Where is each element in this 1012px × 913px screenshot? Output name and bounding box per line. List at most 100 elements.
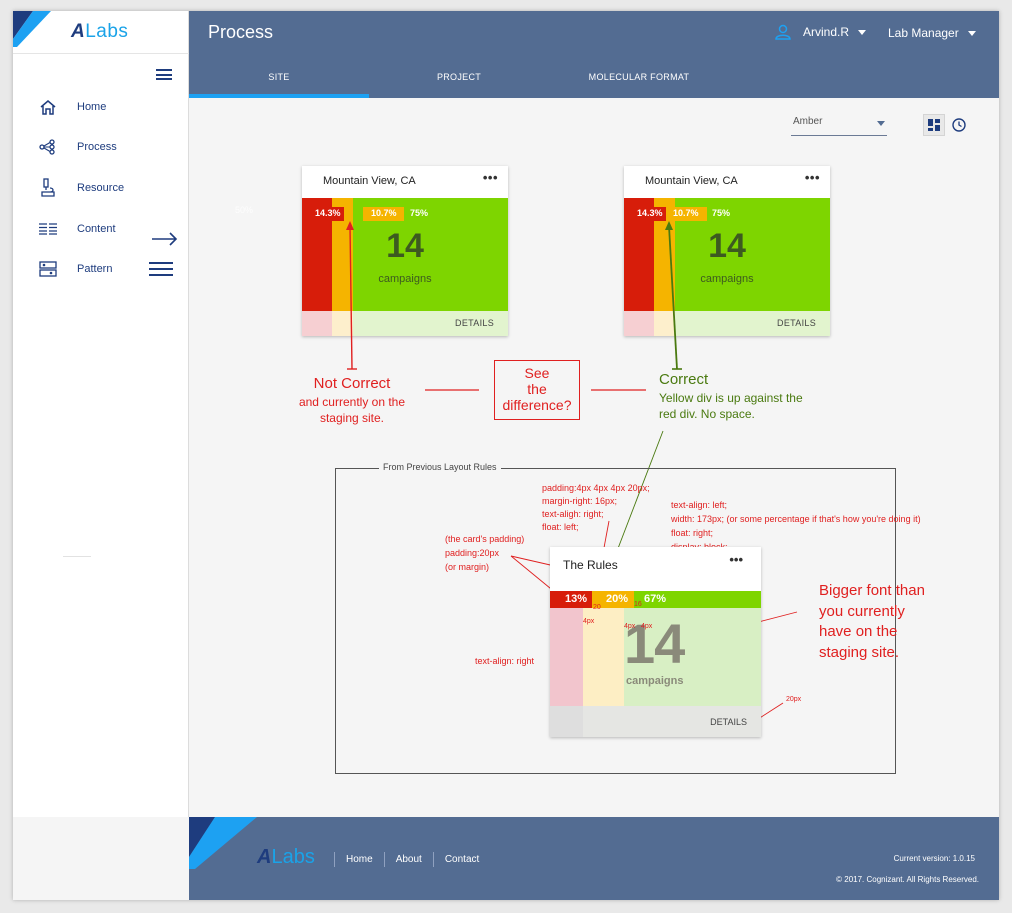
version-text: Current version: 1.0.15 bbox=[893, 854, 975, 863]
campaign-count: 14 bbox=[386, 227, 424, 265]
status-filter-select[interactable]: Amber bbox=[791, 116, 887, 136]
divider bbox=[63, 556, 91, 557]
card-title: Mountain View, CA bbox=[645, 175, 738, 187]
yellow-pct: 10.7% bbox=[673, 208, 699, 218]
not-correct-title: Not Correct bbox=[313, 375, 391, 392]
grid-icon bbox=[928, 119, 940, 131]
role-menu[interactable]: Lab Manager bbox=[888, 26, 976, 40]
bigger-font-note: Bigger font than you currently have on t… bbox=[819, 582, 925, 661]
footer-link-about[interactable]: About bbox=[383, 852, 433, 867]
chevron-down-icon bbox=[858, 29, 867, 35]
green-pct: 67% bbox=[644, 593, 667, 605]
arrow-right-icon[interactable] bbox=[151, 229, 179, 249]
yellow-pct-bg bbox=[666, 207, 707, 221]
dim-label-16: 16 bbox=[634, 601, 642, 608]
card-title: The Rules bbox=[563, 558, 618, 572]
padding-rules-note: (the card's padding) padding:20px (or ma… bbox=[445, 534, 525, 572]
campaign-count: 14 bbox=[708, 227, 746, 265]
more-options-icon[interactable]: ••• bbox=[482, 170, 498, 185]
sidebar-item-resource[interactable]: Resource bbox=[13, 173, 189, 203]
sidebar-logo[interactable]: ALabs bbox=[13, 11, 189, 54]
sidebar-item-pattern[interactable]: Pattern bbox=[13, 254, 189, 284]
menu-lines-icon[interactable] bbox=[149, 262, 173, 276]
card-footer bbox=[302, 311, 508, 336]
chevron-down-icon bbox=[967, 30, 976, 36]
dim-label-4px-c: 4px bbox=[641, 623, 653, 630]
campaign-count: 14 bbox=[624, 612, 685, 675]
layout-rules-label: From Previous Layout Rules bbox=[379, 462, 501, 472]
logo-a: A bbox=[71, 21, 86, 42]
process-icon bbox=[38, 137, 58, 157]
tab-molecular-format[interactable]: MOLECULAR FORMAT bbox=[588, 72, 690, 82]
details-link[interactable]: DETAILS bbox=[710, 717, 747, 727]
red-pct-bg bbox=[312, 207, 344, 221]
user-icon bbox=[775, 24, 791, 40]
sidebar-item-label: Resource bbox=[77, 182, 125, 194]
tab-site[interactable]: SITE bbox=[189, 63, 369, 98]
sidebar-item-label: Process bbox=[77, 141, 117, 153]
footer-logo: ALabs bbox=[257, 846, 315, 868]
user-name: Arvind.R bbox=[803, 25, 850, 39]
details-link[interactable]: DETAILS bbox=[455, 318, 494, 328]
role-name: Lab Manager bbox=[888, 26, 959, 40]
site-card-incorrect: Mountain View, CA ••• 14.3% 10.7% 75% 14… bbox=[302, 166, 508, 336]
card-footer bbox=[624, 311, 830, 336]
green-pct: 75% bbox=[410, 208, 429, 218]
red-column bbox=[550, 591, 583, 706]
history-view-button[interactable] bbox=[949, 115, 969, 135]
user-menu[interactable]: Arvind.R bbox=[775, 24, 867, 40]
yellow-column bbox=[583, 591, 624, 706]
yellow-pct: 10.7% bbox=[371, 208, 397, 218]
yellow-rules-note: padding:4px 4px 4px 20px; margin-right: … bbox=[542, 483, 650, 532]
card-body bbox=[302, 198, 508, 311]
footer-link-contact[interactable]: Contact bbox=[432, 852, 490, 867]
red-bar bbox=[550, 591, 592, 608]
logo-labs: Labs bbox=[85, 21, 129, 42]
card-body bbox=[624, 198, 830, 311]
footer-links: Home About Contact bbox=[334, 852, 490, 867]
copyright-text: © 2017. Cognizant. All Rights Reserved. bbox=[836, 875, 979, 884]
see-line-2: the bbox=[527, 381, 547, 397]
menu-toggle-icon[interactable] bbox=[156, 69, 172, 80]
app-window: ALabs Home Process Resource Content bbox=[13, 11, 999, 900]
dim-label-20: 20 bbox=[593, 604, 601, 611]
sidebar: ALabs Home Process Resource Content bbox=[13, 11, 189, 817]
not-correct-note-2: staging site. bbox=[319, 411, 385, 425]
sidebar-item-label: Content bbox=[77, 223, 116, 235]
tab-bar: SITE PROJECT MOLECULAR FORMAT bbox=[189, 63, 999, 98]
campaign-label: campaigns bbox=[378, 273, 432, 285]
rules-card: The Rules ••• 13% 20% 67% 14 campaigns D… bbox=[550, 547, 761, 737]
see-difference-box: See the difference? bbox=[494, 360, 580, 420]
red-pct: 14.3% bbox=[637, 208, 663, 218]
yellow-pct: 20% bbox=[606, 593, 629, 605]
more-options-icon[interactable]: ••• bbox=[804, 170, 820, 185]
footer-logo-stripe-icon bbox=[189, 817, 257, 869]
campaign-label: campaigns bbox=[626, 675, 684, 687]
sidebar-item-process[interactable]: Process bbox=[13, 132, 189, 162]
card-footer bbox=[550, 706, 761, 737]
red-pct: 14.3% bbox=[315, 208, 341, 218]
yellow-bar bbox=[592, 591, 634, 608]
ghost-label: 50% bbox=[235, 205, 254, 215]
sidebar-item-label: Pattern bbox=[77, 263, 113, 275]
sidebar-item-content[interactable]: Content bbox=[13, 214, 189, 244]
sidebar-item-home[interactable]: Home bbox=[13, 92, 189, 122]
grid-view-button[interactable] bbox=[923, 114, 945, 136]
tab-project[interactable]: PROJECT bbox=[436, 72, 482, 82]
campaign-label: campaigns bbox=[700, 273, 754, 285]
footer-link-home[interactable]: Home bbox=[334, 852, 384, 867]
more-options-icon[interactable]: ••• bbox=[729, 552, 743, 567]
sidebar-item-label: Home bbox=[77, 101, 107, 113]
correct-note-2: red div. No space. bbox=[659, 407, 755, 421]
see-line-3: difference? bbox=[502, 397, 572, 413]
app-logo: ALabs bbox=[71, 21, 128, 43]
correct-title: Correct bbox=[659, 371, 709, 388]
details-link[interactable]: DETAILS bbox=[777, 318, 816, 328]
not-correct-note-1: and currently on the bbox=[298, 395, 406, 409]
status-filter-value: Amber bbox=[793, 116, 823, 127]
chevron-down-icon bbox=[877, 121, 885, 126]
layout-rules-box bbox=[335, 468, 896, 774]
dim-label-4px-b: 4px bbox=[624, 623, 636, 630]
red-pct: 13% bbox=[565, 593, 588, 605]
pattern-icon bbox=[38, 259, 58, 279]
